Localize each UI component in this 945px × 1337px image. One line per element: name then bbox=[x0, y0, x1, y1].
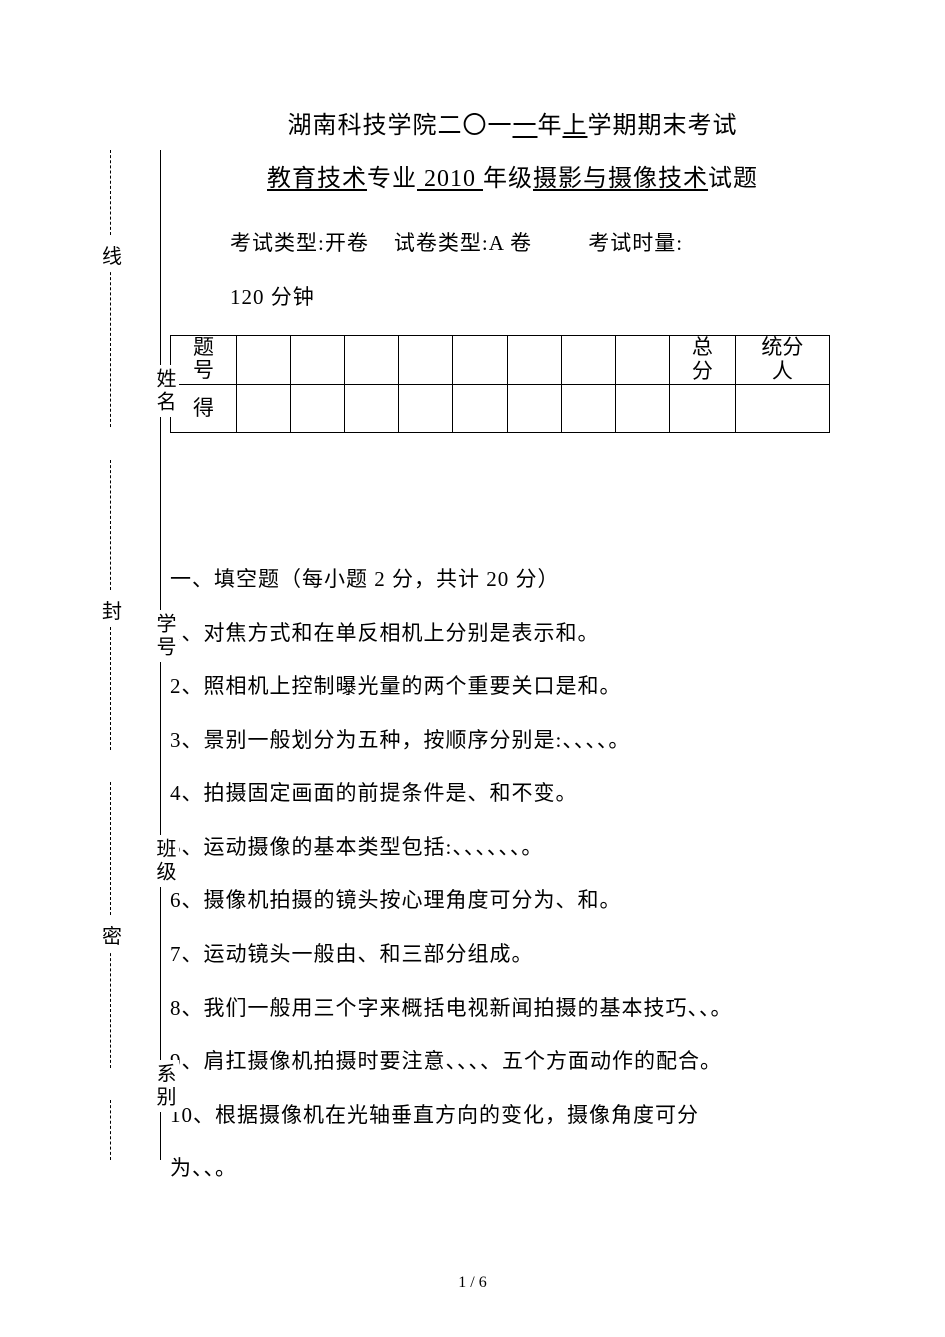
exam-type: 开卷 bbox=[325, 231, 369, 255]
cell-scorer: 统分人 bbox=[735, 335, 829, 384]
cell-blank bbox=[507, 385, 561, 433]
header: 湖南科技学院二〇一一年上学期期末考试 教育技术专业 2010 年级摄影与摄像技术… bbox=[170, 100, 855, 433]
cell-text: 总分 bbox=[692, 336, 713, 382]
question-item: 8、我们一般用三个字来概括电视新闻拍摄的基本技巧、、。 bbox=[170, 982, 855, 1036]
dash-seg bbox=[110, 267, 111, 427]
cell-blank bbox=[453, 385, 507, 433]
cell-blank bbox=[507, 335, 561, 384]
title-underline: 一 bbox=[513, 113, 538, 139]
title-underline: 2010 bbox=[417, 166, 483, 192]
title-text: 年 bbox=[538, 113, 563, 139]
binding-label-name: 姓名 bbox=[150, 365, 179, 417]
binding-margin: 系别 班级 学号 姓名 线 封 密 bbox=[75, 150, 165, 1160]
cell-blank bbox=[453, 335, 507, 384]
dash-seg bbox=[110, 460, 111, 590]
cell-blank bbox=[561, 335, 615, 384]
table-row: 题号 总分 统分人 bbox=[171, 335, 830, 384]
question-item: 2、照相机上控制曝光量的两个重要关口是和。 bbox=[170, 660, 855, 714]
title-text: 学期期末考试 bbox=[588, 113, 738, 139]
dash-seg bbox=[110, 1100, 111, 1160]
question-item: 7、运动镜头一般由、和三部分组成。 bbox=[170, 928, 855, 982]
seal-char-mi: 密 bbox=[100, 918, 124, 951]
title-line-1: 湖南科技学院二〇一一年上学期期末考试 bbox=[170, 100, 855, 153]
duration: 120 分钟 bbox=[230, 285, 315, 309]
cell-blank bbox=[345, 385, 399, 433]
cell-blank bbox=[291, 335, 345, 384]
title-underline: 摄影与摄像技术 bbox=[533, 166, 708, 192]
section-heading: 一、填空题（每小题 2 分，共计 20 分） bbox=[170, 553, 855, 607]
seal-char-line: 线 bbox=[100, 238, 124, 271]
question-item: 3、景别一般划分为五种，按顺序分别是:、、、、。 bbox=[170, 714, 855, 768]
cell-blank bbox=[735, 385, 829, 433]
dash-seg bbox=[110, 782, 111, 915]
title-text: 湖南科技学院二〇一 bbox=[288, 113, 513, 139]
question-item: 6、摄像机拍摄的镜头按心理角度可分为、和。 bbox=[170, 874, 855, 928]
cell-blank bbox=[615, 335, 669, 384]
cell-total: 总分 bbox=[669, 335, 735, 384]
title-text: 试题 bbox=[708, 166, 758, 192]
cell-blank bbox=[291, 385, 345, 433]
dash-seg bbox=[110, 150, 111, 235]
cell-text: 题号 bbox=[193, 336, 214, 382]
cell-blank bbox=[236, 335, 290, 384]
content: 一、填空题（每小题 2 分，共计 20 分） 1、对焦方式和在单反相机上分别是表… bbox=[170, 553, 855, 1196]
title-text: 年级 bbox=[483, 166, 533, 192]
question-item: 9、肩扛摄像机拍摄时要注意、、、、五个方面动作的配合。 bbox=[170, 1035, 855, 1089]
paper-type: A 卷 bbox=[489, 231, 532, 255]
binding-label-class: 班级 bbox=[150, 835, 179, 887]
page-number: 1 / 6 bbox=[0, 1274, 945, 1292]
duration-label: 考试时量: bbox=[588, 231, 683, 255]
dash-seg bbox=[110, 948, 111, 1068]
question-item: 1、对焦方式和在单反相机上分别是表示和。 bbox=[170, 607, 855, 661]
binding-label-id: 学号 bbox=[150, 610, 179, 662]
title-line-2: 教育技术专业 2010 年级摄影与摄像技术试题 bbox=[170, 153, 855, 206]
question-item: 为、、。 bbox=[170, 1142, 855, 1196]
question-item: 5、运动摄像的基本类型包括:、、、、、、。 bbox=[170, 821, 855, 875]
table-row: 得 bbox=[171, 385, 830, 433]
exam-type-label: 考试类型: bbox=[230, 231, 325, 255]
score-table: 题号 总分 统分人 得 bbox=[170, 335, 830, 433]
cell-text: 统分人 bbox=[761, 336, 803, 382]
question-item: 10、根据摄像机在光轴垂直方向的变化，摄像角度可分 bbox=[170, 1089, 855, 1143]
seal-char-feng: 封 bbox=[100, 593, 124, 626]
title-text: 专业 bbox=[367, 166, 417, 192]
cell-blank bbox=[561, 385, 615, 433]
cell-blank bbox=[669, 385, 735, 433]
cell-label: 题号 bbox=[171, 335, 237, 384]
title-underline: 上 bbox=[563, 113, 588, 139]
cell-blank bbox=[236, 385, 290, 433]
binding-label-dept: 系别 bbox=[150, 1060, 179, 1112]
question-item: 4、拍摄固定画面的前提条件是、和不变。 bbox=[170, 767, 855, 821]
exam-page: 系别 班级 学号 姓名 线 封 密 湖南科技学院二〇一一年上学期期末考试 教育技… bbox=[0, 0, 945, 1337]
cell-blank bbox=[615, 385, 669, 433]
cell-blank bbox=[399, 335, 453, 384]
dash-seg bbox=[110, 622, 111, 750]
cell-blank bbox=[399, 385, 453, 433]
exam-info: 考试类型:开卷 试卷类型:A 卷 考试时量: 120 分钟 bbox=[170, 216, 855, 325]
paper-type-label: 试卷类型: bbox=[394, 231, 489, 255]
cell-blank bbox=[345, 335, 399, 384]
title-underline: 教育技术 bbox=[267, 166, 367, 192]
cell-label: 得 bbox=[171, 385, 237, 433]
